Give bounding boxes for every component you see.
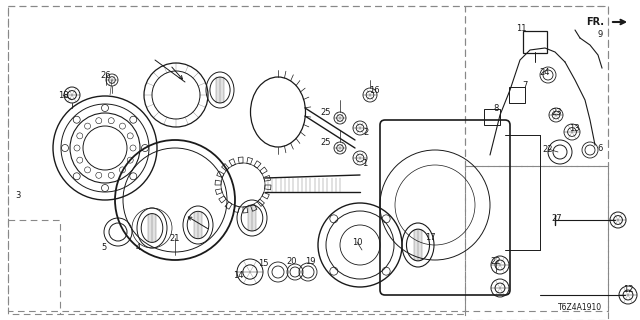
Text: T6Z4A1910: T6Z4A1910 <box>558 303 602 313</box>
Text: 4: 4 <box>136 243 141 252</box>
Text: 24: 24 <box>540 68 550 76</box>
Bar <box>465 6 608 166</box>
Bar <box>465 166 608 320</box>
Text: 25: 25 <box>321 108 332 116</box>
Text: 1: 1 <box>362 158 367 167</box>
Text: 15: 15 <box>258 259 268 268</box>
Text: 27: 27 <box>552 213 563 222</box>
Text: 3: 3 <box>15 190 20 199</box>
Text: 21: 21 <box>170 234 180 243</box>
Text: 6: 6 <box>597 143 603 153</box>
Text: 13: 13 <box>569 124 579 132</box>
Text: 10: 10 <box>352 237 362 246</box>
Text: 16: 16 <box>369 85 380 94</box>
Text: 26: 26 <box>100 70 111 79</box>
Text: 19: 19 <box>305 257 316 266</box>
Text: 25: 25 <box>321 138 332 147</box>
Text: 20: 20 <box>287 258 297 267</box>
Text: 18: 18 <box>58 91 68 100</box>
Text: 2: 2 <box>364 127 369 137</box>
Text: 12: 12 <box>623 285 633 294</box>
Text: 14: 14 <box>233 271 243 281</box>
Text: 22: 22 <box>491 258 501 267</box>
Text: 9: 9 <box>597 29 603 38</box>
Text: FR.: FR. <box>586 17 604 27</box>
Text: 8: 8 <box>493 103 499 113</box>
Text: 7: 7 <box>522 81 528 90</box>
Text: 5: 5 <box>101 243 107 252</box>
Text: 11: 11 <box>516 23 526 33</box>
Text: 23: 23 <box>552 108 563 116</box>
Text: 17: 17 <box>425 233 435 242</box>
Text: 22: 22 <box>543 145 553 154</box>
